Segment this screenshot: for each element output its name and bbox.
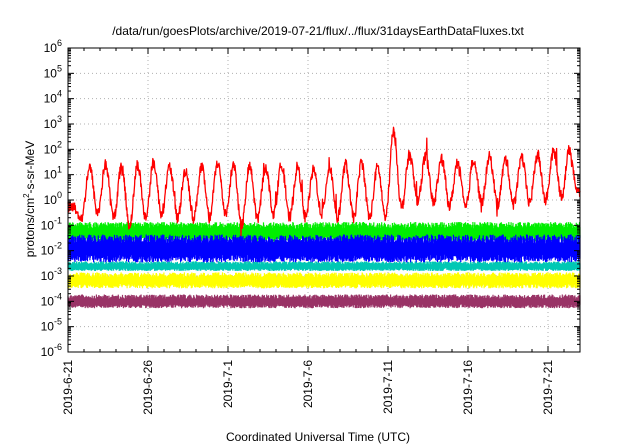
y-tick-label: 103	[44, 114, 62, 131]
y-tick-label: 101	[44, 165, 62, 182]
y-tick-label: 106	[44, 38, 62, 55]
x-tick-label: 2019-7-16	[461, 360, 475, 415]
y-tick-label: 105	[44, 63, 62, 80]
chart-title: /data/run/goesPlots/archive/2019-07-21/f…	[112, 24, 524, 38]
x-axis-label: Coordinated Universal Time (UTC)	[226, 430, 410, 444]
y-axis-label: protons/cm2-s-sr-MeV	[22, 141, 37, 257]
y-tick-label: 10-1	[41, 215, 62, 232]
y-axis-label-superscript: 2	[22, 193, 31, 198]
y-axis-label-rest: -s-sr-MeV	[23, 141, 37, 194]
series-line	[67, 126, 581, 237]
x-tick-label: 2019-7-21	[541, 360, 555, 415]
x-tick-label: 2019-7-6	[301, 360, 315, 408]
y-tick-label: 10-5	[41, 317, 62, 334]
y-tick-label: 10-6	[41, 342, 62, 359]
series-band	[67, 294, 581, 309]
y-tick-label: 100	[44, 190, 62, 207]
x-tick-label: 2019-7-1	[221, 360, 235, 408]
axes: 106 105 104 103 102 101 100 10-1 10-2 10-3 10-4 10-…	[41, 38, 581, 415]
series-band	[67, 261, 581, 271]
y-tick-label: 10-2	[41, 241, 62, 258]
y-tick-label: 102	[44, 139, 62, 156]
y-tick-label: 10-4	[41, 291, 62, 308]
plot-frame	[67, 47, 581, 353]
y-axis-label-main: protons/cm	[23, 198, 37, 257]
x-tick-label: 2019-6-26	[141, 360, 155, 415]
y-tick-label: 104	[44, 89, 62, 106]
x-tick-label: 2019-6-21	[61, 360, 75, 415]
series-band	[67, 234, 581, 263]
plot-area	[67, 126, 581, 309]
x-tick-label: 2019-7-11	[381, 360, 395, 414]
series-band	[67, 272, 581, 289]
y-tick-label: 10-3	[41, 266, 62, 283]
